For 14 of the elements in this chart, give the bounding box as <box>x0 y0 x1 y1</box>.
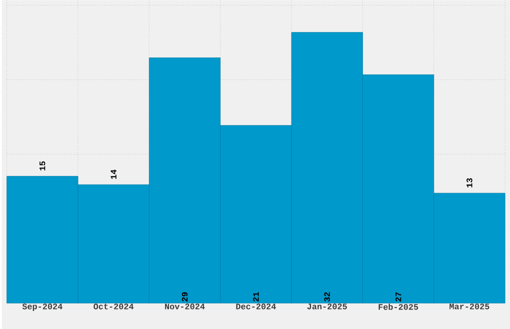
data-label: 21 <box>253 292 259 302</box>
x-tick-label: Dec-2024 <box>236 304 276 310</box>
x-tick-label: Oct-2024 <box>94 304 134 310</box>
data-label: 32 <box>324 292 330 302</box>
x-tick-label: Mar-2025 <box>450 304 490 310</box>
x-tick-label: Feb-2025 <box>378 304 418 310</box>
x-tick-label: Jan-2025 <box>307 304 347 310</box>
data-label: 29 <box>182 292 188 302</box>
data-label: 13 <box>466 178 472 188</box>
data-label: 14 <box>110 170 116 179</box>
data-label: 15 <box>40 161 46 170</box>
data-label: 27 <box>395 292 402 302</box>
x-tick-label: Sep-2024 <box>22 304 62 312</box>
x-tick-label: Nov-2024 <box>165 304 205 310</box>
